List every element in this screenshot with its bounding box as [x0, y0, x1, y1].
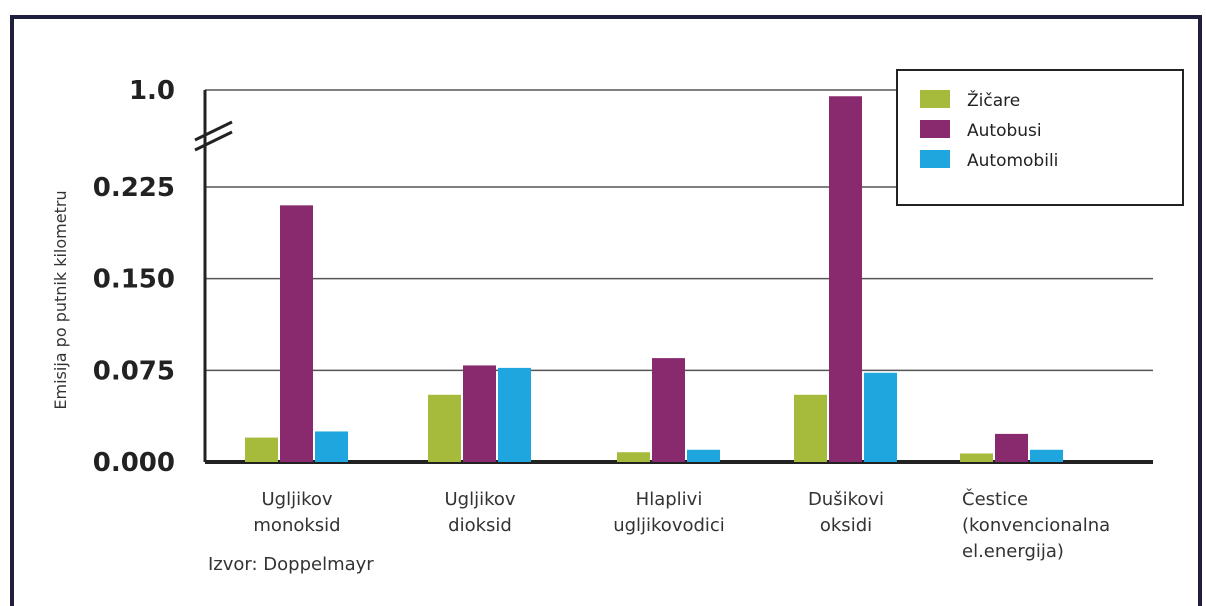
y-tick-label: 0.225 [93, 173, 175, 203]
y-tick-label: 0.150 [93, 265, 175, 295]
legend-label: Žičare [967, 89, 1020, 111]
bar [652, 358, 685, 462]
x-tick-label-line: el.energija) [962, 541, 1064, 562]
legend-swatch [920, 120, 950, 138]
x-tick-label-line: (konvencionalna [962, 515, 1110, 536]
x-tick-label-line: monoksid [253, 515, 340, 536]
bar [463, 365, 496, 462]
outer-border [10, 15, 1202, 606]
x-tick-label-line: Hlaplivi [636, 489, 703, 510]
bar [498, 367, 531, 462]
bar [428, 394, 461, 462]
x-tick-label: Ugljikov monoksid [253, 489, 340, 536]
legend-label: Automobili [967, 151, 1058, 171]
bar [995, 433, 1028, 462]
bar [687, 449, 720, 462]
x-tick-label: Dušikovi oksidi [808, 489, 884, 536]
x-tick-label-line: oksidi [820, 515, 872, 536]
bar [864, 372, 897, 462]
bar [245, 437, 278, 462]
y-tick-label: 0.075 [93, 356, 175, 386]
bar [829, 96, 862, 463]
y-tick-label: 1.0 [129, 76, 175, 106]
bar [315, 431, 348, 462]
x-tick-label-line: dioksid [448, 515, 512, 536]
legend-swatch [920, 90, 950, 108]
bar [617, 452, 650, 462]
x-tick-label: Čestice (konvencionalna el.energija) [962, 488, 1110, 562]
legend-label: Autobusi [967, 121, 1042, 141]
axis-break-mark [194, 120, 233, 142]
y-tick-label: 0.000 [93, 448, 175, 478]
bar [794, 394, 827, 462]
bar [960, 453, 993, 462]
bar [280, 205, 313, 463]
x-tick-label-line: Dušikovi [808, 489, 884, 510]
x-tick-label: Hlaplivi ugljikovodici [613, 489, 725, 536]
source-note: Izvor: Doppelmayr [208, 554, 374, 575]
x-tick-label-line: ugljikovodici [613, 515, 725, 536]
x-tick-label-line: Ugljikov [444, 489, 515, 510]
x-tick-label-line: Ugljikov [261, 489, 332, 510]
x-tick-label-line: Čestice [962, 488, 1028, 510]
x-tick-label: Ugljikov dioksid [444, 489, 515, 536]
y-axis-label: Emisija po putnik kilometru [51, 190, 70, 409]
bar [1030, 449, 1063, 462]
legend-box [896, 69, 1184, 206]
axis-break-mark [194, 130, 233, 152]
legend-swatch [920, 150, 950, 168]
